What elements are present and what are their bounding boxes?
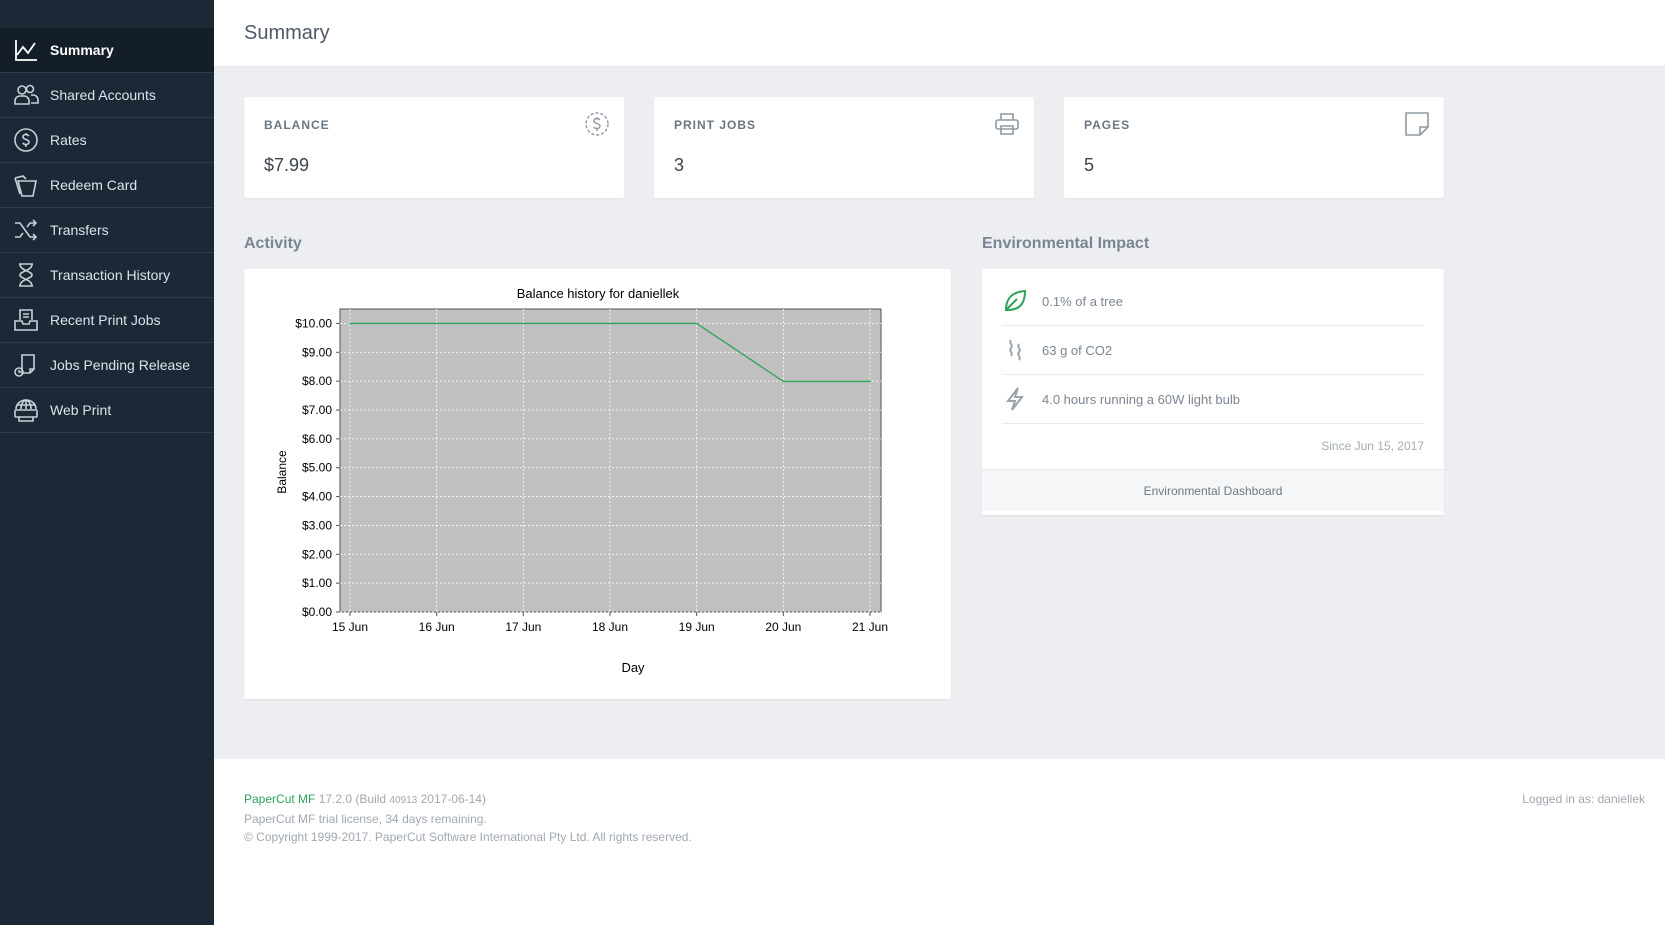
activity-title: Activity <box>244 235 302 252</box>
data-point <box>349 322 351 325</box>
logged-in-username: daniellek <box>1597 792 1645 806</box>
leaf-icon <box>1002 288 1042 314</box>
pending-release-icon <box>0 352 50 378</box>
page-icon <box>1405 112 1429 136</box>
y-tick-label: $7.00 <box>302 403 332 417</box>
footer: PaperCut MF 17.2.0 (Build 40913 2017-06-… <box>214 759 1665 925</box>
plot-area <box>339 308 882 613</box>
sidebar: Summary Shared Accounts Rates Redeem Car… <box>0 0 214 925</box>
sidebar-item-jobs-pending-release[interactable]: Jobs Pending Release <box>0 343 214 388</box>
page-title: Summary <box>244 21 330 44</box>
environmental-panel: 0.1% of a tree 63 g of CO2 4.0 hours run… <box>982 269 1444 515</box>
environmental-title: Environmental Impact <box>982 235 1150 252</box>
env-item-text: 63 g of CO2 <box>1042 342 1113 358</box>
data-point <box>869 380 871 383</box>
smoke-icon <box>1002 337 1042 363</box>
footer-copyright: © Copyright 1999-2017. PaperCut Software… <box>244 830 692 844</box>
x-tick-label: 16 Jun <box>419 620 455 634</box>
logged-in-info: Logged in as: daniellek <box>1522 790 1645 808</box>
activity-panel: Balance history for daniellek Balance Da… <box>244 269 951 699</box>
balance-value: $7.99 <box>264 155 310 175</box>
cards-icon <box>0 172 50 198</box>
pages-value: 5 <box>1084 155 1095 175</box>
footer-license: PaperCut MF trial license, 34 days remai… <box>244 812 487 826</box>
chart-xlabel: Day <box>621 660 645 675</box>
sidebar-item-rates[interactable]: Rates <box>0 118 214 163</box>
x-tick-label: 17 Jun <box>505 620 541 634</box>
y-tick-label: $6.00 <box>302 432 332 446</box>
sidebar-item-shared-accounts[interactable]: Shared Accounts <box>0 73 214 118</box>
balance-card: BALANCE $7.99 <box>244 97 624 198</box>
y-tick-label: $5.00 <box>302 461 332 475</box>
page-header: Summary <box>214 0 1665 67</box>
x-tick-label: 18 Jun <box>592 620 628 634</box>
balance-history-chart: Balance history for daniellek Balance Da… <box>275 286 888 675</box>
y-tick-label: $0.00 <box>302 605 332 619</box>
sidebar-item-transfers[interactable]: Transfers <box>0 208 214 253</box>
x-tick-label: 21 Jun <box>852 620 888 634</box>
main-content: Summary BALANCE $7.99 PRINT JOBS 3 PAGES… <box>214 0 1665 925</box>
pages-card: PAGES 5 <box>1064 97 1444 198</box>
shuffle-icon <box>0 217 50 243</box>
footer-build-date: 2017-06-14) <box>420 792 486 806</box>
sidebar-item-label: Shared Accounts <box>50 87 156 103</box>
x-tick-label: 19 Jun <box>679 620 715 634</box>
balance-label: BALANCE <box>264 118 330 132</box>
data-point <box>695 322 698 325</box>
lightning-icon <box>1002 386 1042 412</box>
y-tick-label: $2.00 <box>302 547 332 561</box>
footer-version: 17.2.0 (Build <box>318 792 387 806</box>
sidebar-item-label: Jobs Pending Release <box>50 357 191 373</box>
data-point <box>522 322 525 325</box>
dollar-circle-icon <box>585 112 609 136</box>
env-item-tree: 0.1% of a tree <box>1002 277 1424 326</box>
sidebar-item-label: Transfers <box>50 222 109 238</box>
line-chart-icon <box>0 37 50 63</box>
sidebar-item-label: Web Print <box>50 402 112 418</box>
data-point <box>435 322 438 325</box>
printer-icon <box>995 113 1019 135</box>
sidebar-item-recent-print-jobs[interactable]: Recent Print Jobs <box>0 298 214 343</box>
sidebar-item-label: Rates <box>50 132 87 148</box>
print-jobs-card: PRINT JOBS 3 <box>654 97 1034 198</box>
sidebar-item-transaction-history[interactable]: Transaction History <box>0 253 214 298</box>
y-tick-label: $1.00 <box>302 576 332 590</box>
sidebar-item-label: Recent Print Jobs <box>50 312 161 328</box>
chart-title: Balance history for daniellek <box>517 286 680 301</box>
x-tick-label: 20 Jun <box>765 620 801 634</box>
dollar-circle-icon <box>0 127 50 153</box>
y-tick-label: $10.00 <box>295 316 332 330</box>
y-tick-label: $8.00 <box>302 374 332 388</box>
env-item-co2: 63 g of CO2 <box>1002 326 1424 375</box>
print-tray-icon <box>0 307 50 333</box>
sidebar-item-web-print[interactable]: Web Print <box>0 388 214 433</box>
env-item-bulb: 4.0 hours running a 60W light bulb <box>1002 375 1424 424</box>
y-tick-label: $3.00 <box>302 518 332 532</box>
x-tick-label: 15 Jun <box>332 620 368 634</box>
sidebar-item-label: Summary <box>50 42 114 58</box>
footer-build-number: 40913 <box>389 795 418 806</box>
env-item-text: 0.1% of a tree <box>1042 293 1123 309</box>
globe-printer-icon <box>0 397 50 423</box>
footer-version-line: PaperCut MF 17.2.0 (Build 40913 2017-06-… <box>244 790 1635 810</box>
sidebar-item-redeem-card[interactable]: Redeem Card <box>0 163 214 208</box>
y-tick-label: $9.00 <box>302 345 332 359</box>
chart-ylabel: Balance <box>275 450 289 494</box>
env-item-text: 4.0 hours running a 60W light bulb <box>1042 391 1241 407</box>
data-point <box>609 322 611 325</box>
sidebar-item-label: Redeem Card <box>50 177 138 193</box>
logged-in-label: Logged in as: <box>1522 792 1595 806</box>
y-tick-label: $4.00 <box>302 490 332 504</box>
footer-brand-link[interactable]: PaperCut MF <box>244 792 316 806</box>
print-jobs-value: 3 <box>674 155 685 175</box>
users-icon <box>0 82 50 108</box>
hourglass-icon <box>0 262 50 288</box>
sidebar-item-label: Transaction History <box>50 267 171 283</box>
data-point <box>782 380 785 383</box>
environmental-dashboard-link[interactable]: Environmental Dashboard <box>982 469 1444 511</box>
env-since: Since Jun 15, 2017 <box>1321 439 1424 453</box>
pages-label: PAGES <box>1084 118 1131 132</box>
print-jobs-label: PRINT JOBS <box>674 118 757 132</box>
sidebar-item-summary[interactable]: Summary <box>0 28 214 73</box>
